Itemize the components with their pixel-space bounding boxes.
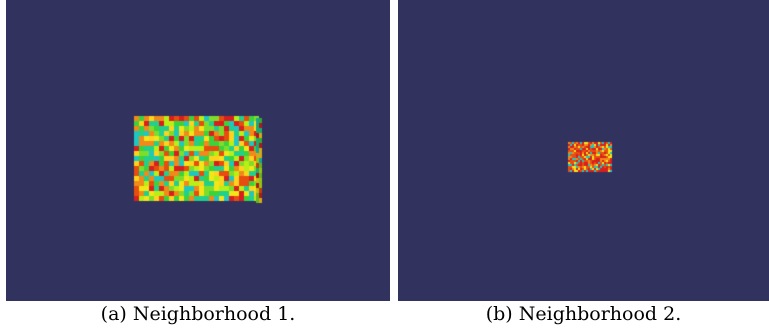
voxel-render-neighborhood-2	[398, 0, 769, 301]
render-panel-neighborhood-1	[6, 0, 390, 301]
voxel-render-neighborhood-1	[6, 0, 390, 301]
caption-neighborhood-2: (b) Neighborhood 2.	[485, 303, 682, 325]
render-panel-neighborhood-2	[398, 0, 769, 301]
caption-neighborhood-1: (a) Neighborhood 1.	[100, 303, 296, 325]
